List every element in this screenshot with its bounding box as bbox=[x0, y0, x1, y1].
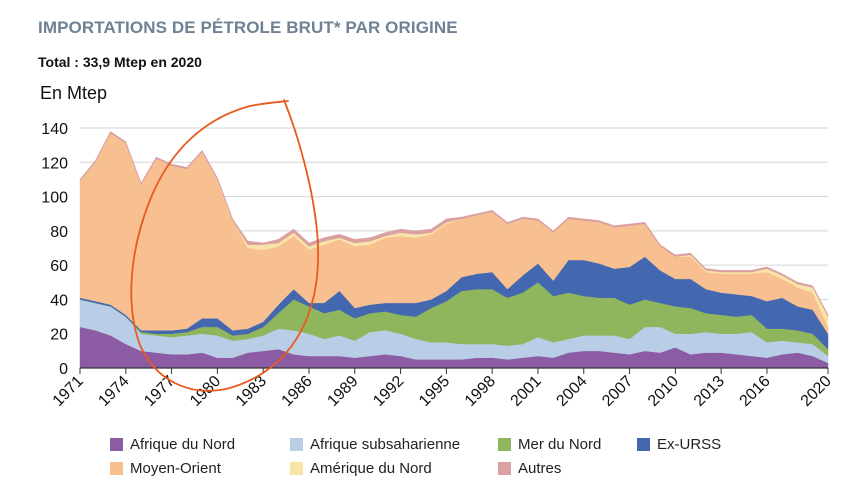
legend-swatch bbox=[110, 462, 123, 475]
x-tick-label: 1977 bbox=[141, 373, 178, 410]
x-tick-label: 1983 bbox=[233, 373, 270, 410]
x-tick-label: 1998 bbox=[462, 373, 499, 410]
x-tick-label: 2013 bbox=[691, 373, 728, 410]
y-tick-label: 20 bbox=[50, 327, 68, 344]
legend-swatch bbox=[498, 438, 511, 451]
y-tick-label: 120 bbox=[41, 155, 68, 172]
y-axis-label: En Mtep bbox=[40, 83, 108, 103]
x-tick-label: 2016 bbox=[737, 373, 774, 410]
legend-item: Mer du Nord bbox=[498, 436, 601, 453]
chart-subtitle: Total : 33,9 Mtep en 2020 bbox=[38, 54, 202, 70]
legend-label: Moyen-Orient bbox=[130, 460, 221, 477]
y-tick-label: 40 bbox=[50, 292, 68, 309]
x-tick-label: 1992 bbox=[370, 373, 407, 410]
legend-item: Moyen-Orient bbox=[110, 460, 221, 477]
x-tick-label: 1971 bbox=[50, 373, 87, 410]
legend-item: Amérique du Nord bbox=[290, 460, 432, 477]
x-tick-label: 2001 bbox=[508, 373, 545, 410]
area-series bbox=[79, 131, 829, 369]
legend-item: Afrique subsaharienne bbox=[290, 436, 460, 453]
area-autres bbox=[79, 131, 829, 317]
y-tick-labels: 0 20 40 60 80 100 120 140 bbox=[41, 121, 68, 378]
x-tick-label: 2007 bbox=[599, 373, 636, 410]
legend-item: Afrique du Nord bbox=[110, 436, 235, 453]
y-tick-label: 60 bbox=[50, 258, 68, 275]
legend-swatch bbox=[110, 438, 123, 451]
legend-label: Afrique du Nord bbox=[130, 436, 236, 453]
legend-swatch bbox=[290, 462, 303, 475]
y-tick-label: 0 bbox=[59, 361, 68, 378]
legend-label: Mer du Nord bbox=[518, 436, 602, 453]
hand-drawn-annotation bbox=[130, 99, 319, 392]
x-tick-label: 1989 bbox=[324, 373, 361, 410]
legend-swatch bbox=[498, 462, 511, 475]
legend-swatch bbox=[290, 438, 303, 451]
legend-swatch bbox=[637, 438, 650, 451]
legend-item: Autres bbox=[498, 460, 561, 477]
legend-item: Ex-URSS bbox=[637, 436, 721, 453]
axes bbox=[79, 367, 829, 374]
x-tick-label: 2004 bbox=[553, 373, 590, 410]
x-tick-label: 2020 bbox=[798, 373, 835, 410]
x-tick-label: 1974 bbox=[95, 373, 132, 410]
y-tick-label: 140 bbox=[41, 121, 68, 138]
x-tick-label: 1995 bbox=[416, 373, 453, 410]
legend-label: Amérique du Nord bbox=[310, 460, 432, 477]
legend-label: Ex-URSS bbox=[657, 436, 722, 453]
x-tick-label: 2010 bbox=[645, 373, 682, 410]
y-tick-label: 100 bbox=[41, 190, 68, 207]
chart-title: IMPORTATIONS DE PÉTROLE BRUT* PAR ORIGIN… bbox=[38, 18, 458, 37]
legend-label: Afrique subsaharienne bbox=[310, 436, 461, 453]
legend-label: Autres bbox=[518, 460, 562, 477]
x-tick-label: 1986 bbox=[279, 373, 316, 410]
y-tick-label: 80 bbox=[50, 224, 68, 241]
